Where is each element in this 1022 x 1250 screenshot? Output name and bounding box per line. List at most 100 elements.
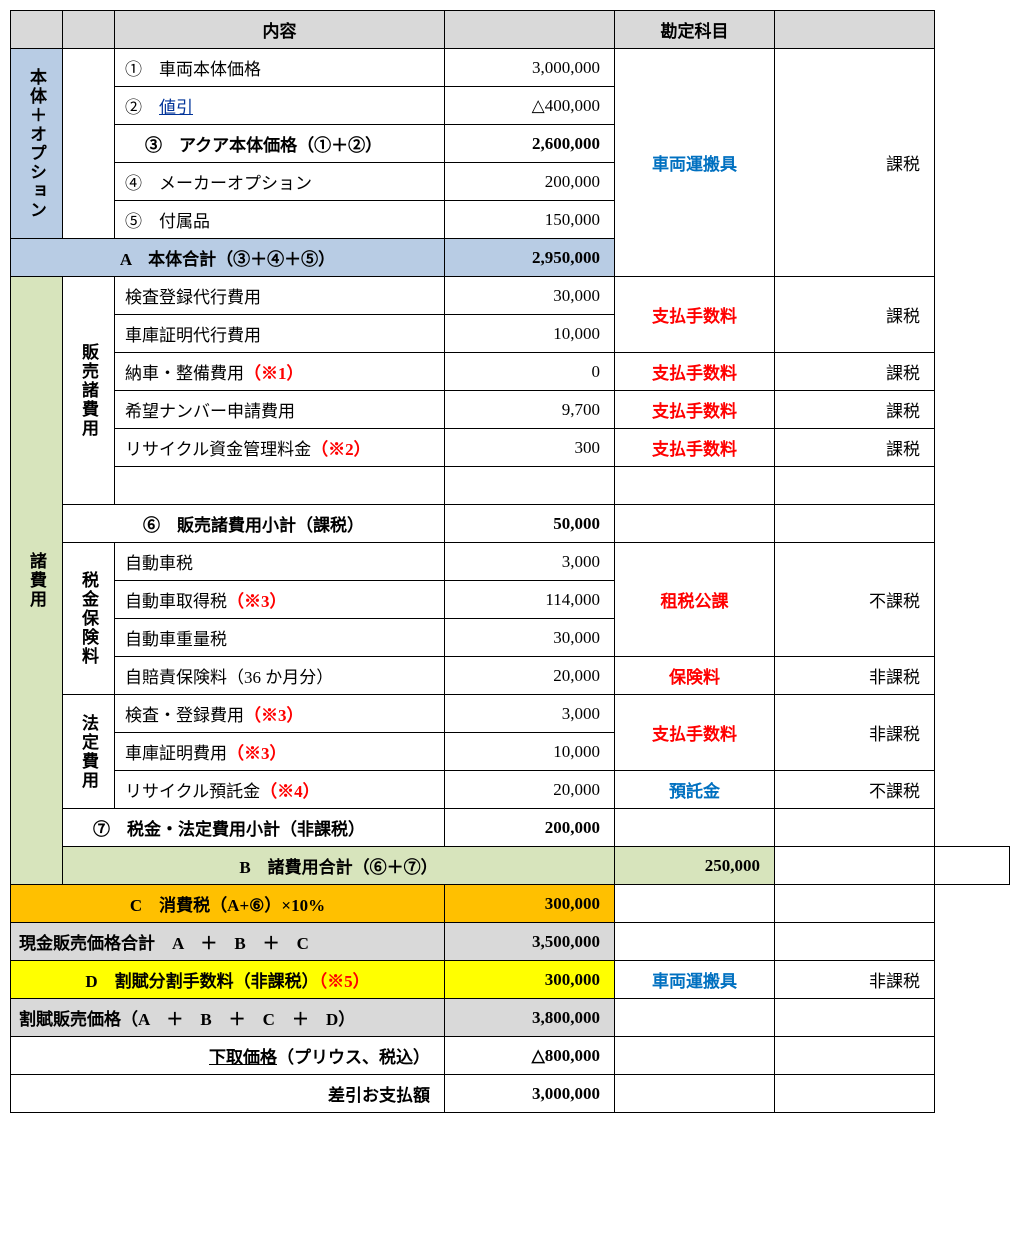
row-empty-account — [615, 467, 775, 505]
tradein-label: 下取価格（プリウス、税込） — [11, 1037, 445, 1075]
row-amount: 10,000 — [445, 733, 615, 771]
row-item: 自動車税 — [115, 543, 445, 581]
row-amount: 0 — [445, 353, 615, 391]
row-amount: 30,000 — [445, 619, 615, 657]
row-C-tax — [775, 885, 935, 923]
install-total-label: 割賦販売価格（A ＋ B ＋ C ＋ D） — [11, 999, 445, 1037]
row-account: 支払手数料 — [615, 695, 775, 771]
subtotal-7-amount: 200,000 — [445, 809, 615, 847]
row-tax: 不課税 — [775, 771, 935, 809]
row-tax: 不課税 — [775, 543, 935, 657]
final-tax — [775, 1075, 935, 1113]
subtotal-A-amount: 2,950,000 — [445, 239, 615, 277]
row-empty-amount — [445, 467, 615, 505]
row-item: ② 値引 — [115, 87, 445, 125]
row-item: ③ アクア本体価格（①＋②） — [115, 125, 445, 163]
tradein-tax — [775, 1037, 935, 1075]
sec1-sub-blank — [63, 49, 115, 239]
sales-costs-vlabel: 販売諸費用 — [63, 277, 115, 505]
row-amount: 20,000 — [445, 657, 615, 695]
header-content: 内容 — [115, 11, 445, 49]
row-C-amount: 300,000 — [445, 885, 615, 923]
row-item: リサイクル資金管理料金（※2） — [115, 429, 445, 467]
row-item: リサイクル預託金（※4） — [115, 771, 445, 809]
tradein-amount: △800,000 — [445, 1037, 615, 1075]
subtotal-A-label: A 本体合計（③＋④＋⑤） — [11, 239, 445, 277]
sec1-vlabel: 本体＋オプション — [11, 49, 63, 239]
row-amount: 300 — [445, 429, 615, 467]
row-item: 車庫証明代行費用 — [115, 315, 445, 353]
final-account — [615, 1075, 775, 1113]
install-total-amount: 3,800,000 — [445, 999, 615, 1037]
row-account: 支払手数料 — [615, 429, 775, 467]
sec1-tax: 課税 — [775, 49, 935, 277]
row-amount: △400,000 — [445, 87, 615, 125]
statutory-vlabel: 法定費用 — [63, 695, 115, 809]
header-amount — [445, 11, 615, 49]
sec1-account: 車両運搬具 — [615, 49, 775, 277]
sec2-vlabel: 諸費用 — [11, 277, 63, 885]
row-account: 支払手数料 — [615, 277, 775, 353]
total-B-label: B 諸費用合計（⑥＋⑦） — [63, 847, 615, 885]
row-amount: 3,000,000 — [445, 49, 615, 87]
row-account: 支払手数料 — [615, 391, 775, 429]
row-tax: 課税 — [775, 353, 935, 391]
row-item: 納車・整備費用（※1） — [115, 353, 445, 391]
row-amount: 200,000 — [445, 163, 615, 201]
row-C-account — [615, 885, 775, 923]
subtotal-6-account — [615, 505, 775, 543]
row-amount: 3,000 — [445, 695, 615, 733]
row-amount: 114,000 — [445, 581, 615, 619]
cash-total-account — [615, 923, 775, 961]
cash-total-tax — [775, 923, 935, 961]
row-account: 保険料 — [615, 657, 775, 695]
row-tax: 課税 — [775, 277, 935, 353]
row-tax: 課税 — [775, 429, 935, 467]
row-account: 租税公課 — [615, 543, 775, 657]
total-B-account — [775, 847, 935, 885]
row-item: 自動車取得税（※3） — [115, 581, 445, 619]
row-empty — [115, 467, 445, 505]
header-blank1 — [11, 11, 63, 49]
vehicle-price-table: 内容 勘定科目 本体＋オプション ① 車両本体価格 3,000,000 車両運搬… — [10, 10, 1010, 1113]
row-amount: 10,000 — [445, 315, 615, 353]
subtotal-6-tax — [775, 505, 935, 543]
cash-total-label: 現金販売価格合計 A ＋ B ＋ C — [11, 923, 445, 961]
header-blank2 — [63, 11, 115, 49]
final-label: 差引お支払額 — [11, 1075, 445, 1113]
row-item: 車庫証明費用（※3） — [115, 733, 445, 771]
subtotal-7-account — [615, 809, 775, 847]
row-amount: 150,000 — [445, 201, 615, 239]
row-item: 希望ナンバー申請費用 — [115, 391, 445, 429]
row-tax: 非課税 — [775, 695, 935, 771]
total-B-tax — [935, 847, 1010, 885]
row-item: 検査・登録費用（※3） — [115, 695, 445, 733]
subtotal-6-amount: 50,000 — [445, 505, 615, 543]
row-amount: 3,000 — [445, 543, 615, 581]
tax-insurance-vlabel: 税金保険料 — [63, 543, 115, 695]
row-amount: 30,000 — [445, 277, 615, 315]
final-amount: 3,000,000 — [445, 1075, 615, 1113]
row-account: 支払手数料 — [615, 353, 775, 391]
subtotal-7-tax — [775, 809, 935, 847]
row-item: 検査登録代行費用 — [115, 277, 445, 315]
row-D-tax: 非課税 — [775, 961, 935, 999]
row-item: ① 車両本体価格 — [115, 49, 445, 87]
subtotal-6-label: ⑥ 販売諸費用小計（課税） — [63, 505, 445, 543]
row-amount: 9,700 — [445, 391, 615, 429]
row-amount: 20,000 — [445, 771, 615, 809]
row-item: ⑤ 付属品 — [115, 201, 445, 239]
header-account: 勘定科目 — [615, 11, 775, 49]
subtotal-7-label: ⑦ 税金・法定費用小計（非課税） — [63, 809, 445, 847]
header-tax — [775, 11, 935, 49]
row-amount: 2,600,000 — [445, 125, 615, 163]
tradein-account — [615, 1037, 775, 1075]
row-item: 自動車重量税 — [115, 619, 445, 657]
install-total-tax — [775, 999, 935, 1037]
row-C-label: C 消費税（A+⑥）×10% — [11, 885, 445, 923]
total-B-amount: 250,000 — [615, 847, 775, 885]
row-tax: 非課税 — [775, 657, 935, 695]
row-empty-tax — [775, 467, 935, 505]
row-D-account: 車両運搬具 — [615, 961, 775, 999]
cash-total-amount: 3,500,000 — [445, 923, 615, 961]
